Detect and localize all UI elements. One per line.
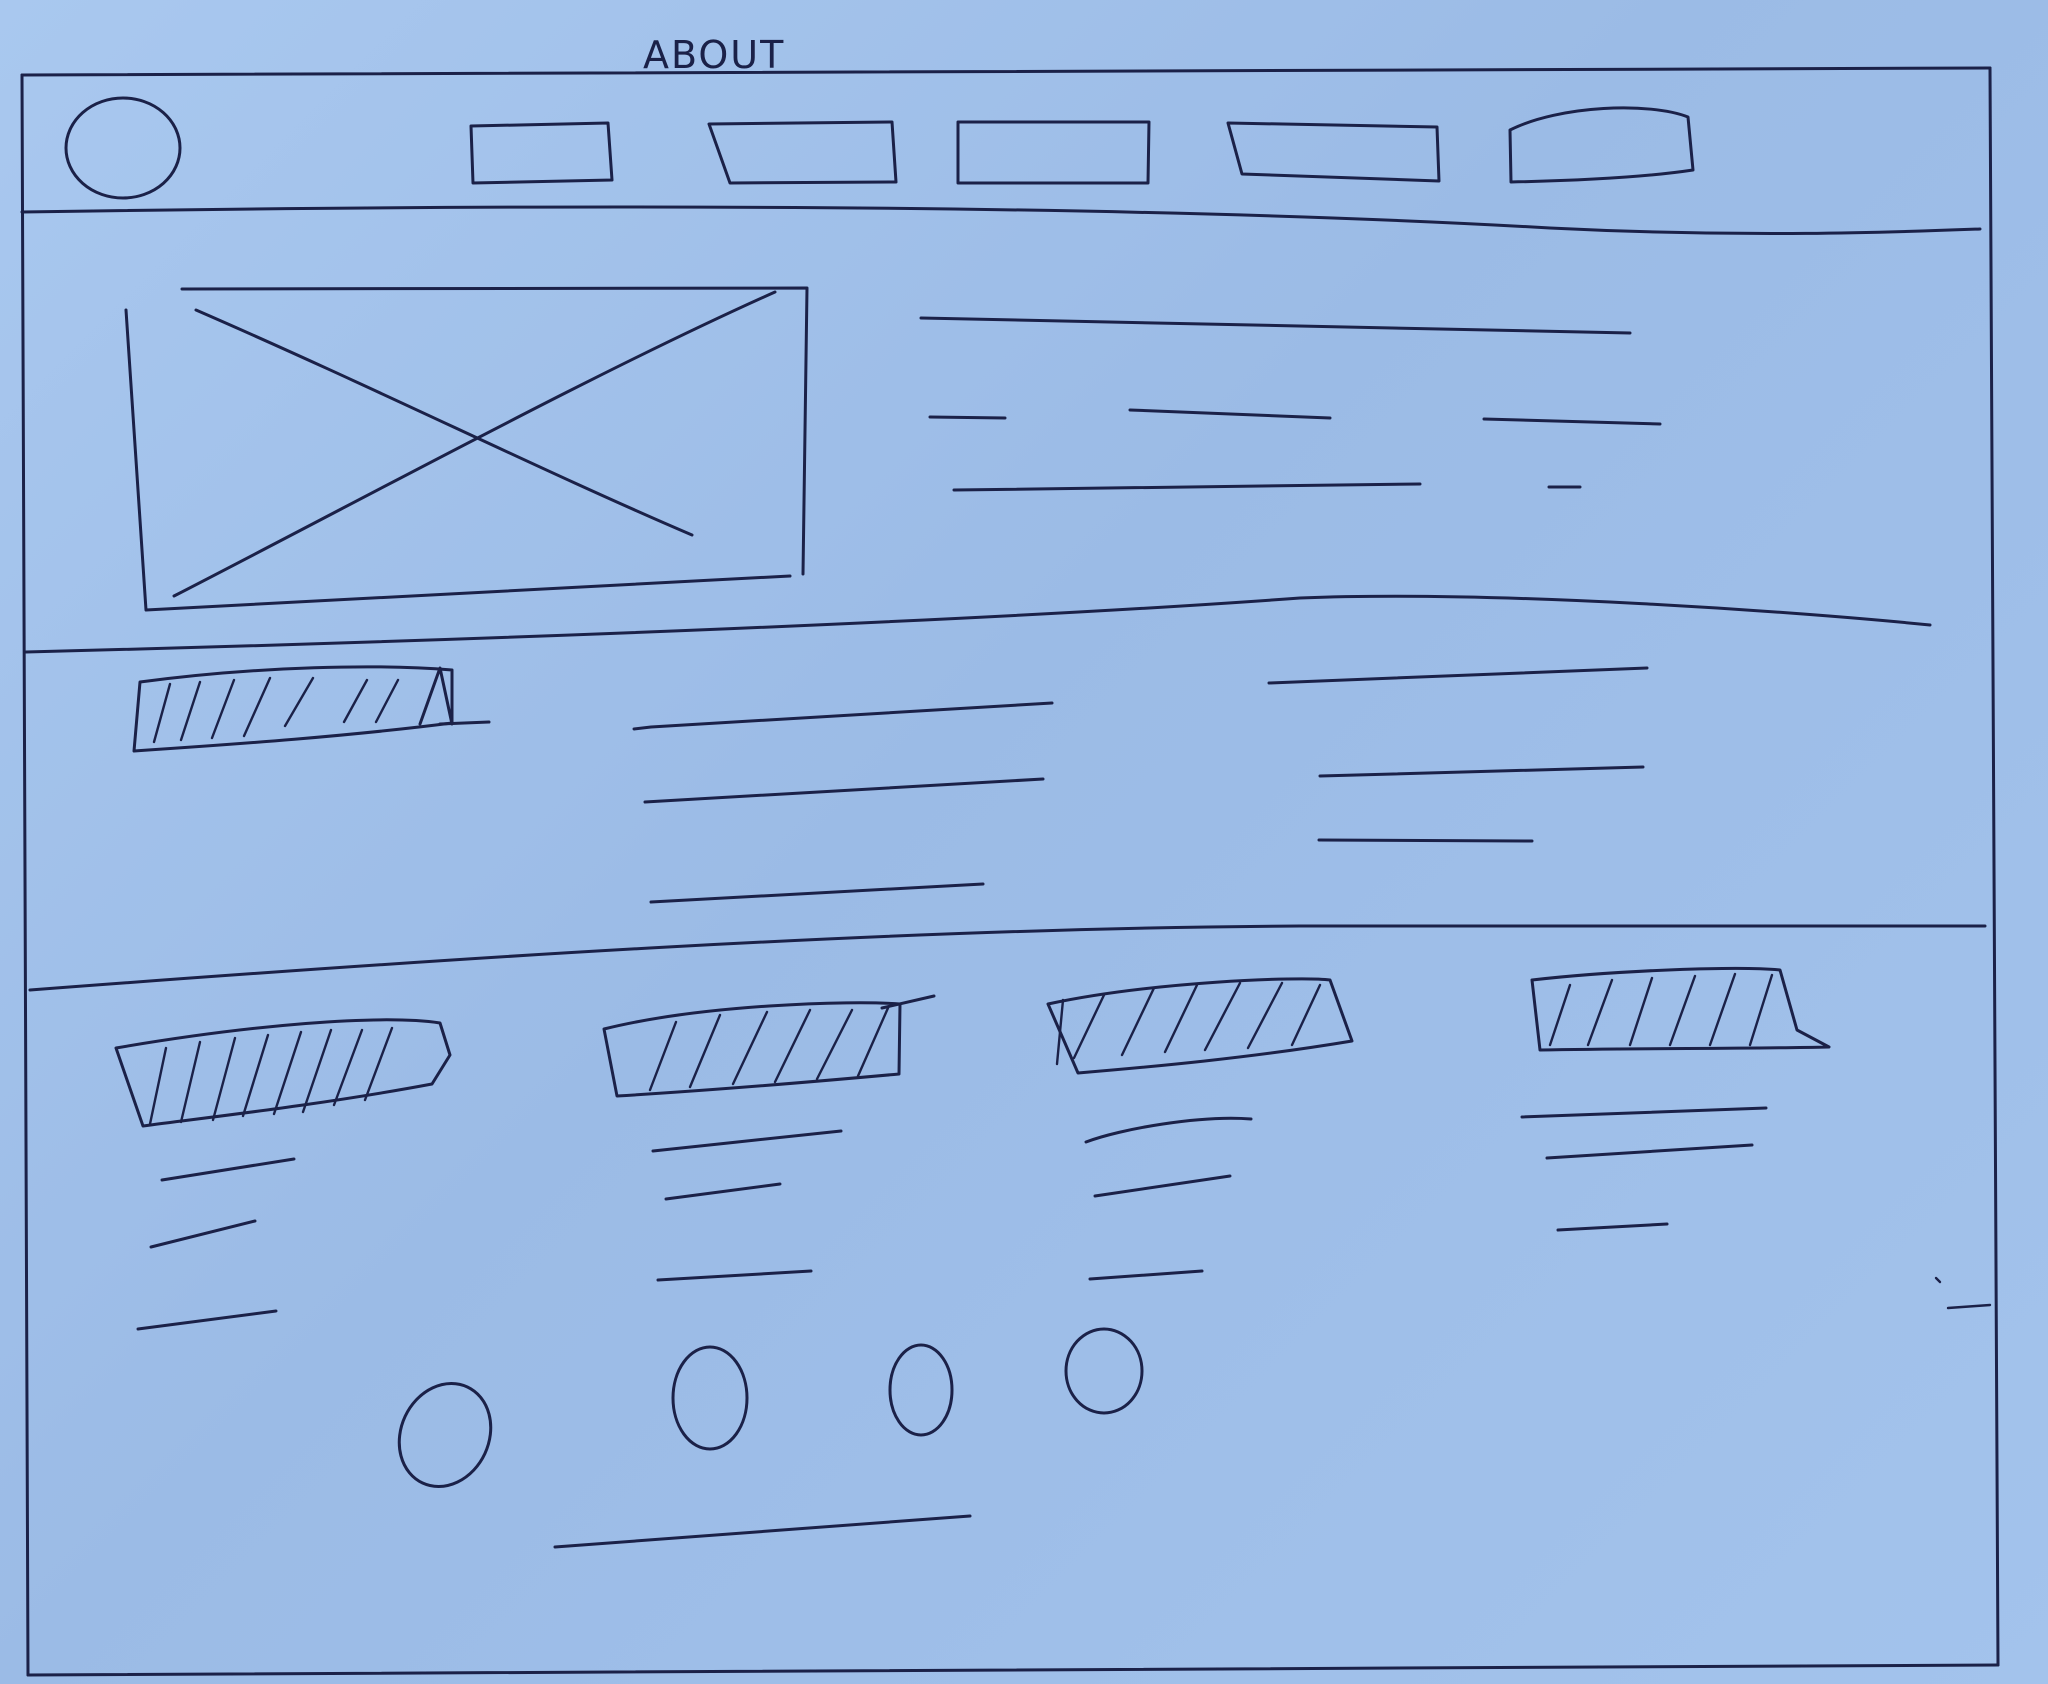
- nav-item-5[interactable]: [1508, 106, 1695, 184]
- page-title: ABOUT: [643, 33, 786, 77]
- hero-divider: [24, 594, 1932, 654]
- logo-icon[interactable]: [64, 96, 182, 200]
- social-icon-2[interactable]: [671, 1345, 749, 1451]
- nav-item-3[interactable]: [956, 120, 1151, 185]
- intro-divider: [28, 924, 1987, 992]
- feature-column-4: [1520, 966, 1831, 1232]
- hero-text-lines: [919, 316, 1662, 492]
- intro-title-hatched-block: [132, 665, 491, 753]
- intro-right-text-lines: [1267, 666, 1649, 843]
- feature-column-1: [114, 1018, 452, 1331]
- hero-image-placeholder-icon: [124, 286, 809, 612]
- nav-item-4[interactable]: [1226, 121, 1441, 183]
- social-icon-3[interactable]: [888, 1343, 954, 1437]
- page-frame: [20, 66, 2000, 1677]
- margin-mark: [1934, 1276, 1992, 1310]
- footer: [383, 1327, 1144, 1549]
- header: [20, 96, 1982, 236]
- nav-item-2[interactable]: [707, 120, 898, 185]
- hero-section: [24, 286, 1932, 654]
- footer-text-line: [553, 1514, 972, 1549]
- social-icon-1[interactable]: [383, 1368, 508, 1501]
- social-icon-4[interactable]: [1064, 1327, 1144, 1415]
- feature-columns: [114, 966, 1992, 1331]
- feature-column-2: [602, 994, 936, 1282]
- intro-section: [28, 665, 1987, 992]
- header-divider: [20, 205, 1982, 236]
- feature-column-3: [1046, 977, 1354, 1281]
- intro-left-text-lines: [632, 701, 1054, 904]
- nav-item-1[interactable]: [469, 121, 614, 185]
